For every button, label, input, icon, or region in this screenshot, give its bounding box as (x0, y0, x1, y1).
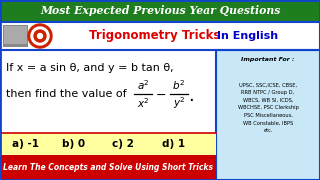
Text: In English: In English (217, 31, 279, 41)
Text: then find the value of: then find the value of (6, 89, 127, 99)
Text: Most Expected Previous Year Questions: Most Expected Previous Year Questions (40, 6, 280, 17)
Text: Important For :: Important For : (241, 57, 295, 62)
Bar (0, 22, 320, 50)
Bar (0, 133, 216, 155)
Text: a) -1: a) -1 (12, 139, 39, 149)
Text: 1: 1 (38, 33, 42, 39)
Text: $b^2$: $b^2$ (172, 78, 186, 92)
Text: $x^2$: $x^2$ (137, 96, 149, 110)
Text: $a^2$: $a^2$ (137, 78, 149, 92)
Circle shape (34, 30, 46, 42)
Text: b) 0: b) 0 (62, 139, 85, 149)
Bar (3, 25, 28, 47)
Text: .: . (188, 87, 194, 105)
Circle shape (37, 33, 43, 39)
Bar (4, 26, 27, 44)
Circle shape (31, 27, 49, 45)
Text: $-$: $-$ (156, 87, 167, 100)
Bar (0, 155, 216, 180)
Text: $y^2$: $y^2$ (172, 95, 185, 111)
Text: If x = a sin θ, and y = b tan θ,: If x = a sin θ, and y = b tan θ, (6, 63, 174, 73)
Bar (216, 50, 320, 180)
Text: d) 1: d) 1 (162, 139, 185, 149)
Text: UPSC, SSC,ICSE, CBSE,
RRB NTPC / Group D,
WBCS, WB SI, ICDS,
WBCHSE, PSC Clerksh: UPSC, SSC,ICSE, CBSE, RRB NTPC / Group D… (237, 83, 299, 133)
Text: Trigonometry Tricks: Trigonometry Tricks (89, 30, 221, 42)
Text: Learn The Concepts and Solve Using Short Tricks: Learn The Concepts and Solve Using Short… (3, 163, 213, 172)
Text: c) 2: c) 2 (112, 139, 134, 149)
Bar (0, 22, 320, 50)
Circle shape (28, 24, 52, 48)
Bar (0, 0, 320, 22)
